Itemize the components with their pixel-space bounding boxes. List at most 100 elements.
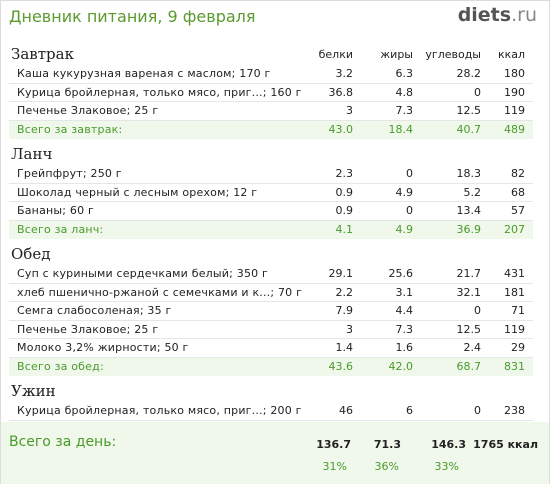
protein-value: 3 [346,104,353,117]
table-row[interactable]: Суп с куриными сердечками белый; 350 г 2… [9,265,533,284]
dinner-total-row: Всего за обед: 43.6 42.0 68.7 831 [9,357,533,376]
section-title: Обед [11,245,51,263]
food-name: Курица бройлерная, только мясо, приг...;… [17,404,302,417]
protein-value: 46 [339,404,353,417]
section-supper-header: Ужин [1,380,549,402]
carbs-value: 0 [474,85,481,99]
protein-value: 36.8 [328,85,354,99]
day-fat-percent: 36% [374,460,399,473]
table-row[interactable]: Печенье Злаковое; 25 г 3 7.3 12.5 119 [9,321,533,339]
logo-main: diets [457,4,512,26]
table-row[interactable]: Молоко 3,2% жирности; 50 г 1.4 1.6 2.4 2… [9,339,533,358]
table-row[interactable]: Курица бройлерная, только мясо, приг...;… [9,84,533,102]
fat-total: 4.9 [395,222,414,236]
fat-value: 7.3 [395,322,414,336]
lunch-total-row: Всего за ланч: 4.1 4.9 36.9 207 [9,220,533,239]
table-row[interactable]: Каша кукурузная вареная с маслом; 170 г … [9,65,533,84]
table-row[interactable]: хлеб пшенично-ржаной с семечками и к...;… [9,284,533,302]
kcal-value: 238 [504,404,525,417]
carbs-total: 36.9 [456,222,482,236]
breakfast-total-row: Всего за завтрак: 43.0 18.4 40.7 489 [9,120,533,139]
carbs-value: 12.5 [456,104,482,117]
fat-value: 6 [406,404,413,417]
protein-value: 7.9 [335,304,354,317]
day-total-label: Всего за день: [9,434,117,450]
kcal-value: 29 [511,341,525,354]
protein-value: 2.2 [335,285,354,299]
carbs-value: 18.3 [456,167,482,180]
fat-value: 6.3 [395,67,414,80]
food-name: Семга слабосоленая; 35 г [17,304,172,317]
header: Дневник питания, 9 февраля diets.ru [1,1,549,34]
protein-value: 1.4 [335,341,354,354]
fat-value: 4.4 [395,304,414,317]
fat-value: 7.3 [395,104,414,117]
total-label: Всего за завтрак: [17,122,123,136]
table-row[interactable]: Курица бройлерная, только мясо, приг...;… [9,402,533,421]
carbs-total: 68.7 [456,359,482,373]
section-dinner-header: Обед [1,243,549,265]
day-carbs-total: 146.3 [431,438,466,451]
protein-value: 29.1 [328,267,354,280]
table-row[interactable]: Печенье Злаковое; 25 г 3 7.3 12.5 119 [9,102,533,121]
day-protein-total: 136.7 [316,438,351,451]
carbs-value: 0 [474,404,481,417]
carbs-value: 5.2 [463,185,482,199]
protein-value: 3 [346,322,353,336]
section-title: Завтрак [11,45,74,63]
protein-value: 3.2 [335,67,354,80]
carbs-total: 40.7 [456,122,482,136]
protein-total: 43.0 [328,122,354,136]
section-title: Ужин [11,382,56,400]
fat-value: 25.6 [388,267,414,280]
fat-value: 0 [406,204,413,217]
page-title: Дневник питания, 9 февраля [9,7,256,26]
kcal-value: 180 [504,67,525,80]
table-row[interactable]: Шоколад черный с лесным орехом; 12 г 0.9… [9,184,533,202]
food-name: Суп с куриными сердечками белый; 350 г [17,267,269,280]
protein-value: 0.9 [335,185,354,199]
site-logo[interactable]: diets.ru [458,4,537,26]
kcal-total: 207 [504,222,525,236]
table-row[interactable]: Грейпфрут; 250 г 2.3 0 18.3 82 [9,165,533,184]
fat-total: 42.0 [388,359,414,373]
food-name: Шоколад черный с лесным орехом; 12 г [17,185,258,199]
col-head-kcal: ккал [497,48,525,61]
food-name: хлеб пшенично-ржаной с семечками и к...;… [17,285,303,299]
kcal-value: 119 [504,322,525,336]
table-row[interactable]: Семга слабосоленая; 35 г 7.9 4.4 0 71 [9,302,533,321]
day-total-panel: Всего за день: 136.7 71.3 146.3 1765 кка… [1,422,549,484]
kcal-value: 68 [511,185,525,199]
kcal-total: 489 [504,122,525,136]
food-name: Грейпфрут; 250 г [17,167,122,180]
day-protein-percent: 31% [322,460,347,473]
col-head-protein: белки [318,48,353,61]
logo-tld: .ru [511,4,537,26]
food-name: Молоко 3,2% жирности; 50 г [17,341,189,354]
kcal-value: 71 [511,304,525,317]
fat-value: 3.1 [395,285,414,299]
protein-total: 4.1 [335,222,354,236]
fat-value: 0 [406,167,413,180]
total-label: Всего за обед: [17,359,104,373]
kcal-total: 831 [504,359,525,373]
food-name: Бананы; 60 г [17,204,94,217]
food-name: Печенье Злаковое; 25 г [17,322,159,336]
kcal-value: 82 [511,167,525,180]
total-label: Всего за ланч: [17,222,104,236]
food-name: Печенье Злаковое; 25 г [17,104,159,117]
carbs-value: 13.4 [456,204,482,217]
kcal-value: 181 [504,285,525,299]
day-carbs-percent: 33% [434,460,459,473]
food-name: Курица бройлерная, только мясо, приг...;… [17,85,302,99]
carbs-value: 32.1 [456,285,482,299]
kcal-value: 57 [511,204,525,217]
table-row[interactable]: Бананы; 60 г 0.9 0 13.4 57 [9,202,533,221]
kcal-value: 431 [504,267,525,280]
day-kcal-total: 1765 ккал [473,438,538,451]
fat-total: 18.4 [388,122,414,136]
carbs-value: 28.2 [456,67,482,80]
carbs-value: 0 [474,304,481,317]
protein-value: 0.9 [335,204,354,217]
